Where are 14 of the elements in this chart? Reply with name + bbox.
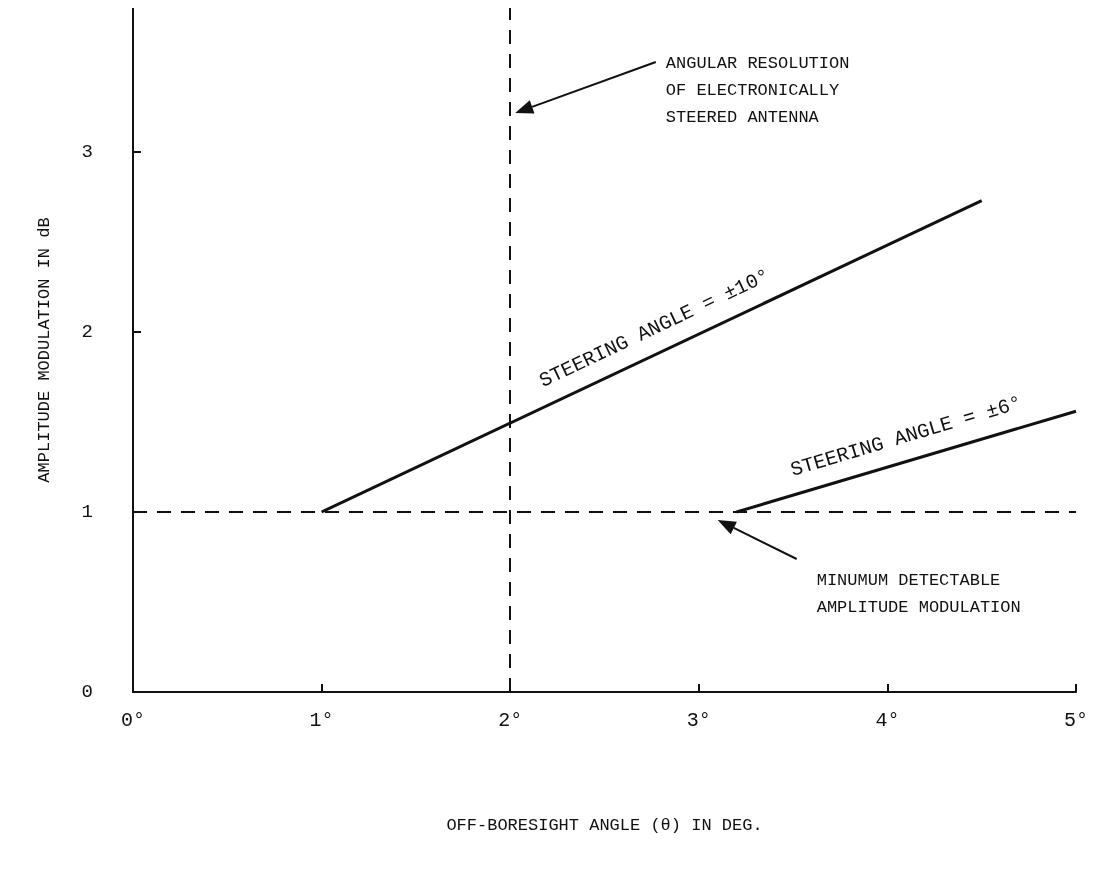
x-tick-label: 5°: [1063, 708, 1089, 732]
x-axis-title: OFF-BORESIGHT ANGLE (θ) IN DEG.: [446, 816, 763, 835]
y-axis-title: AMPLITUDE MODULATION IN dB: [35, 217, 54, 483]
x-tick-label: 2°: [498, 708, 523, 732]
y-tick-label: 1: [81, 501, 93, 523]
y-tick-label: 0: [81, 681, 93, 703]
annotation: ANGULAR RESOLUTION OF ELECTRONICALLY STEERED ANTENNA: [665, 54, 850, 127]
x-tick-label: 3°: [686, 708, 711, 732]
annotation: MINUMUM DETECTABLE AMPLITUDE MODULATION: [816, 571, 1021, 617]
y-tick-label: 3: [81, 141, 93, 163]
x-tick-label: 0°: [120, 708, 146, 732]
x-tick-label: 1°: [309, 708, 334, 732]
x-tick-label: 4°: [875, 708, 900, 732]
y-tick-label: 2: [81, 321, 93, 343]
